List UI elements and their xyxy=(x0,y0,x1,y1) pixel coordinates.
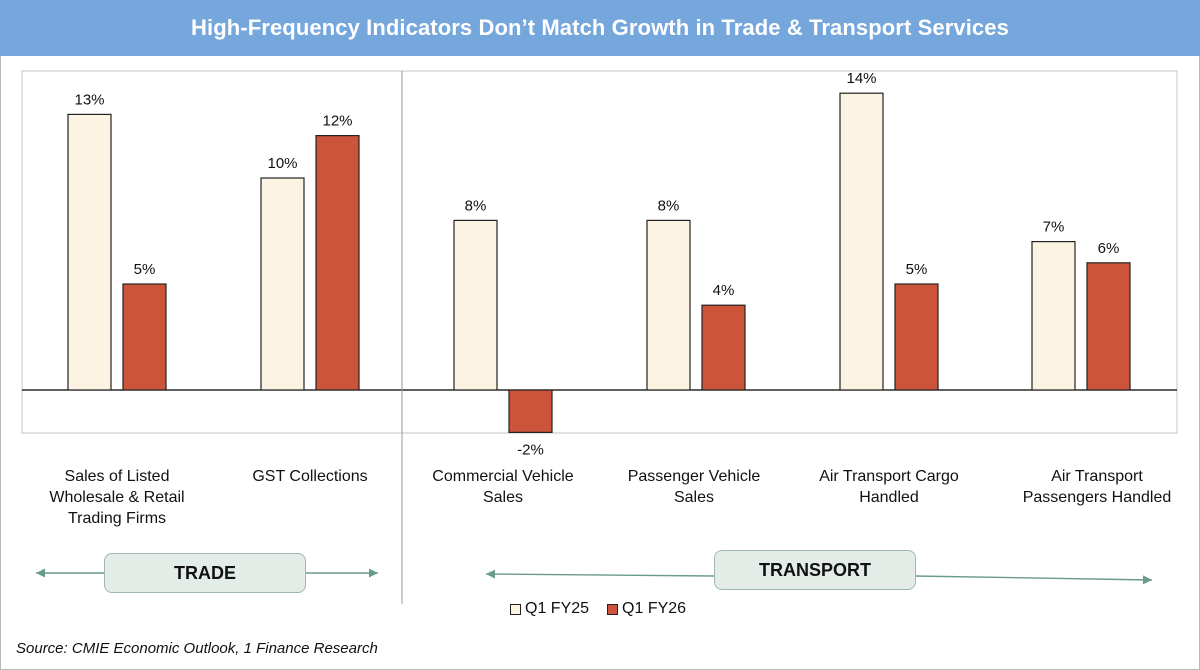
category-label-line: Wholesale & Retail xyxy=(49,489,185,506)
category-label-0: Sales of Listed Wholesale & Retail Trading… xyxy=(22,466,212,529)
bar-q1-fy26-5 xyxy=(1086,262,1131,391)
category-label-line: Sales xyxy=(673,489,715,506)
legend: Q1 FY25 Q1 FY26 xyxy=(510,600,704,618)
bar-q1-fy25-4 xyxy=(839,92,884,391)
legend-label-q1-fy25: Q1 FY25 xyxy=(525,600,590,617)
category-label-5: Air Transport Passengers Handled xyxy=(997,466,1197,508)
chart-title: High-Frequency Indicators Don’t Match Gr… xyxy=(191,15,1009,40)
bar-q1-fy25-5 xyxy=(1031,241,1076,391)
source-note: Source: CMIE Economic Outlook, 1 Finance… xyxy=(16,640,378,657)
data-label-q1-fy26-2: -2% xyxy=(517,441,544,458)
data-label-q1-fy25-4: 14% xyxy=(846,70,876,87)
transport-arrow-right xyxy=(913,575,1153,585)
category-label-line: Passenger Vehicle xyxy=(627,468,761,485)
bar-q1-fy26-2 xyxy=(508,389,553,434)
data-label-q1-fy25-5: 7% xyxy=(1043,219,1065,236)
category-label-line: Air Transport Cargo xyxy=(819,468,959,485)
group-arrows xyxy=(36,568,1153,585)
legend-item-q1-fy26: Q1 FY26 xyxy=(607,600,686,618)
legend-swatch-q1-fy26 xyxy=(607,603,619,615)
data-label-q1-fy25-2: 8% xyxy=(465,197,487,214)
data-label-q1-fy26-1: 12% xyxy=(322,113,352,130)
category-label-2: Commercial Vehicle Sales xyxy=(408,466,598,508)
legend-item-q1-fy25: Q1 FY25 xyxy=(510,600,589,618)
category-label-line: Sales xyxy=(482,489,524,506)
group-box-trade: TRADE xyxy=(104,553,306,593)
bar-q1-fy25-1 xyxy=(260,177,305,391)
category-label-line: Handled xyxy=(859,489,919,506)
data-label-q1-fy26-0: 5% xyxy=(134,261,156,278)
bar-q1-fy25-2 xyxy=(453,219,498,391)
category-label-4: Air Transport Cargo Handled xyxy=(799,466,979,508)
data-label-q1-fy26-4: 5% xyxy=(906,261,928,278)
bar-q1-fy26-1 xyxy=(315,135,360,391)
bar-q1-fy25-3 xyxy=(646,219,691,391)
trade-arrow-left xyxy=(36,568,104,578)
transport-arrow-left xyxy=(485,569,715,579)
legend-label-q1-fy26: Q1 FY26 xyxy=(622,600,687,617)
category-label-line: Sales of Listed xyxy=(64,468,170,485)
data-label-q1-fy26-5: 6% xyxy=(1098,240,1120,257)
data-label-q1-fy25-0: 13% xyxy=(74,91,104,108)
category-label-line: Passengers Handled xyxy=(1022,489,1172,506)
category-label-line: Commercial Vehicle xyxy=(432,468,574,485)
bar-q1-fy26-0 xyxy=(122,283,167,391)
category-label-line: GST Collections xyxy=(252,468,368,485)
group-box-transport: TRANSPORT xyxy=(714,550,916,590)
data-label-q1-fy26-3: 4% xyxy=(713,282,735,299)
category-label-line: Trading Firms xyxy=(67,510,167,527)
bar-q1-fy25-0 xyxy=(67,113,112,391)
data-label-q1-fy25-1: 10% xyxy=(267,155,297,172)
bars-layer: 13% 10% 8% 8% 14% 7% 5% 12% -2% 4% 5% 6% xyxy=(67,70,1131,458)
category-label-3: Passenger Vehicle Sales xyxy=(609,466,779,508)
bar-q1-fy26-3 xyxy=(701,304,746,391)
trade-arrow-right xyxy=(304,568,378,578)
bar-q1-fy26-4 xyxy=(894,283,939,391)
category-label-line: Air Transport xyxy=(1051,468,1143,485)
data-label-q1-fy25-3: 8% xyxy=(658,197,680,214)
plot-area xyxy=(21,70,1178,434)
title-bar xyxy=(0,0,1200,56)
category-label-1: GST Collections xyxy=(225,466,395,487)
legend-swatch-q1-fy25 xyxy=(510,603,521,615)
